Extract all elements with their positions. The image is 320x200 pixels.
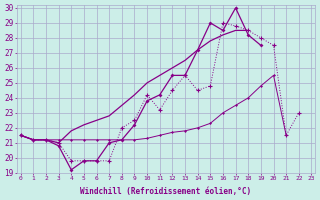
X-axis label: Windchill (Refroidissement éolien,°C): Windchill (Refroidissement éolien,°C)	[81, 187, 252, 196]
